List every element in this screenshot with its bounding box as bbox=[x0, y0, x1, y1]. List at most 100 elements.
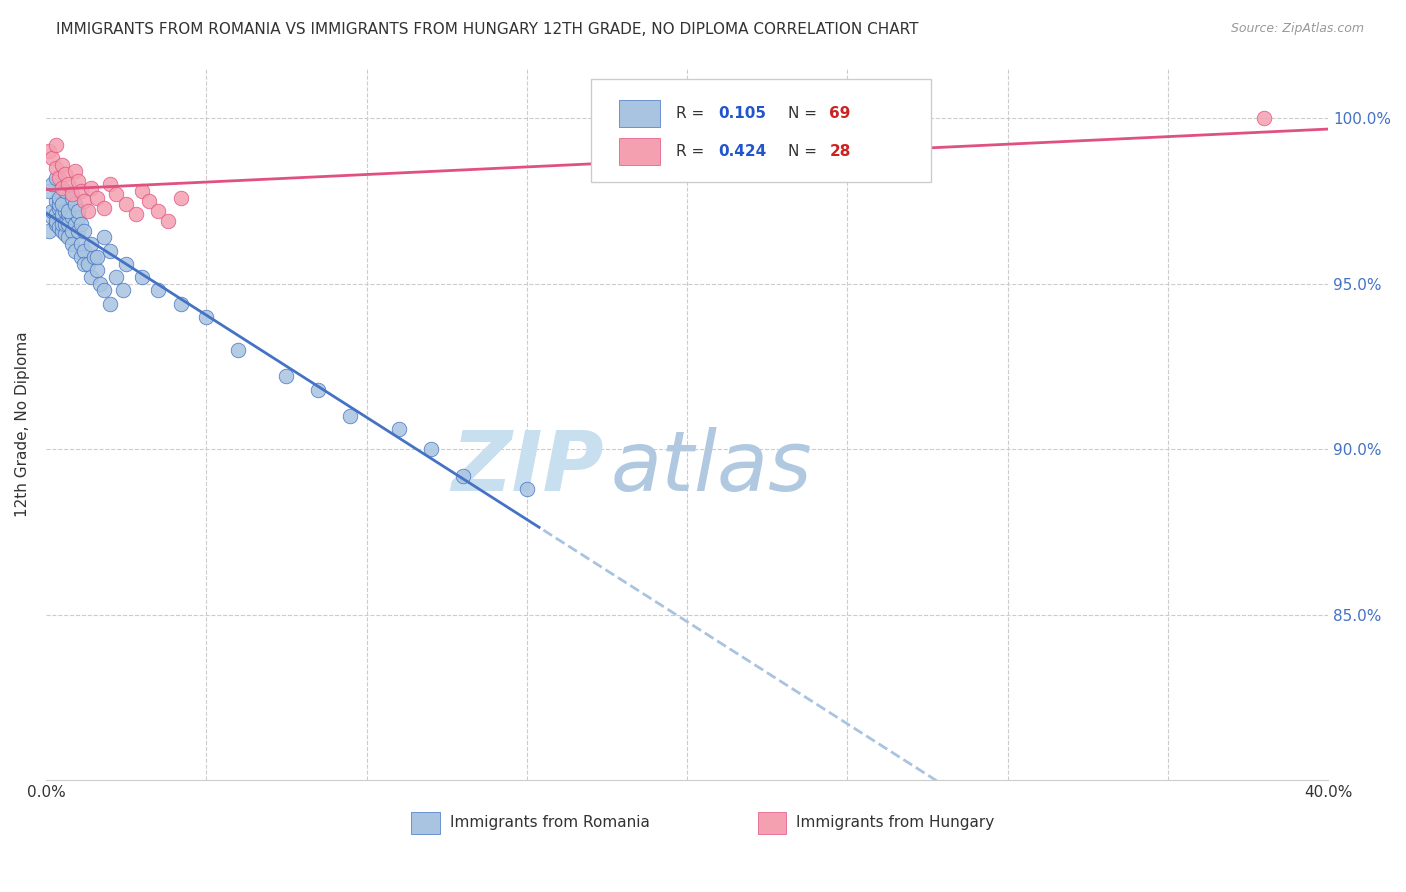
Text: 0.424: 0.424 bbox=[718, 145, 766, 160]
Point bbox=[93, 283, 115, 297]
Point bbox=[63, 244, 86, 258]
Point bbox=[45, 214, 67, 228]
Point bbox=[60, 187, 83, 202]
Point bbox=[58, 217, 80, 231]
Point bbox=[48, 220, 70, 235]
Point bbox=[48, 197, 70, 211]
Point bbox=[73, 194, 96, 208]
Point bbox=[38, 224, 60, 238]
Point bbox=[45, 207, 67, 221]
Point bbox=[73, 257, 96, 271]
Point bbox=[38, 145, 60, 159]
Text: ZIP: ZIP bbox=[451, 426, 603, 508]
Point bbox=[80, 236, 103, 251]
Text: 0.105: 0.105 bbox=[718, 106, 766, 120]
Text: N =: N = bbox=[789, 145, 823, 160]
Point bbox=[98, 178, 121, 192]
Point bbox=[125, 207, 148, 221]
Point bbox=[41, 151, 63, 165]
Text: R =: R = bbox=[675, 145, 709, 160]
Point bbox=[51, 157, 73, 171]
Text: Immigrants from Romania: Immigrants from Romania bbox=[450, 815, 650, 830]
Point bbox=[93, 230, 115, 244]
Text: atlas: atlas bbox=[610, 426, 811, 508]
Point bbox=[146, 203, 169, 218]
Point bbox=[53, 217, 76, 231]
Point bbox=[48, 170, 70, 185]
Bar bbox=[412, 812, 440, 834]
Point bbox=[138, 194, 160, 208]
Point bbox=[89, 277, 111, 291]
Point bbox=[80, 180, 103, 194]
Text: Source: ZipAtlas.com: Source: ZipAtlas.com bbox=[1230, 22, 1364, 36]
Text: Immigrants from Hungary: Immigrants from Hungary bbox=[796, 815, 994, 830]
Point bbox=[131, 184, 153, 198]
Text: 28: 28 bbox=[830, 145, 851, 160]
Point bbox=[339, 409, 361, 423]
Point bbox=[76, 257, 98, 271]
Point bbox=[146, 283, 169, 297]
Point bbox=[48, 201, 70, 215]
Point bbox=[66, 203, 89, 218]
Point bbox=[516, 482, 538, 496]
Point bbox=[419, 442, 441, 457]
Point bbox=[53, 203, 76, 218]
Point bbox=[70, 184, 93, 198]
Point bbox=[73, 244, 96, 258]
Point bbox=[66, 211, 89, 225]
Point bbox=[63, 217, 86, 231]
Point bbox=[70, 217, 93, 231]
Point bbox=[387, 422, 409, 436]
FancyBboxPatch shape bbox=[591, 79, 931, 182]
Point bbox=[41, 178, 63, 192]
Point bbox=[45, 194, 67, 208]
Text: IMMIGRANTS FROM ROMANIA VS IMMIGRANTS FROM HUNGARY 12TH GRADE, NO DIPLOMA CORREL: IMMIGRANTS FROM ROMANIA VS IMMIGRANTS FR… bbox=[56, 22, 918, 37]
Point bbox=[86, 263, 108, 277]
Point bbox=[51, 180, 73, 194]
Point bbox=[45, 170, 67, 185]
Point bbox=[98, 296, 121, 310]
Point bbox=[53, 168, 76, 182]
Point bbox=[70, 236, 93, 251]
Point bbox=[131, 270, 153, 285]
Point bbox=[60, 236, 83, 251]
Point bbox=[105, 187, 128, 202]
Point bbox=[1253, 111, 1275, 125]
Point bbox=[58, 178, 80, 192]
Point bbox=[63, 164, 86, 178]
Point bbox=[41, 211, 63, 225]
Point bbox=[451, 468, 474, 483]
Point bbox=[66, 174, 89, 188]
Point bbox=[169, 191, 191, 205]
Point bbox=[195, 310, 218, 324]
Point bbox=[38, 184, 60, 198]
Y-axis label: 12th Grade, No Diploma: 12th Grade, No Diploma bbox=[15, 332, 30, 517]
Point bbox=[105, 270, 128, 285]
Point bbox=[76, 203, 98, 218]
Point bbox=[66, 224, 89, 238]
Bar bbox=[619, 100, 661, 127]
Point bbox=[53, 227, 76, 241]
Point bbox=[53, 184, 76, 198]
Point bbox=[276, 369, 298, 384]
Point bbox=[98, 244, 121, 258]
Point bbox=[58, 203, 80, 218]
Point bbox=[115, 257, 138, 271]
Point bbox=[80, 270, 103, 285]
Point bbox=[60, 211, 83, 225]
Bar bbox=[619, 138, 661, 165]
Point bbox=[58, 207, 80, 221]
Point bbox=[115, 197, 138, 211]
Point bbox=[111, 283, 134, 297]
Point bbox=[86, 191, 108, 205]
Point bbox=[58, 230, 80, 244]
Point bbox=[51, 211, 73, 225]
Point bbox=[307, 383, 329, 397]
Point bbox=[169, 296, 191, 310]
Point bbox=[156, 214, 179, 228]
Point bbox=[60, 191, 83, 205]
Point bbox=[60, 224, 83, 238]
Point bbox=[73, 224, 96, 238]
Text: R =: R = bbox=[675, 106, 709, 120]
Point bbox=[41, 203, 63, 218]
